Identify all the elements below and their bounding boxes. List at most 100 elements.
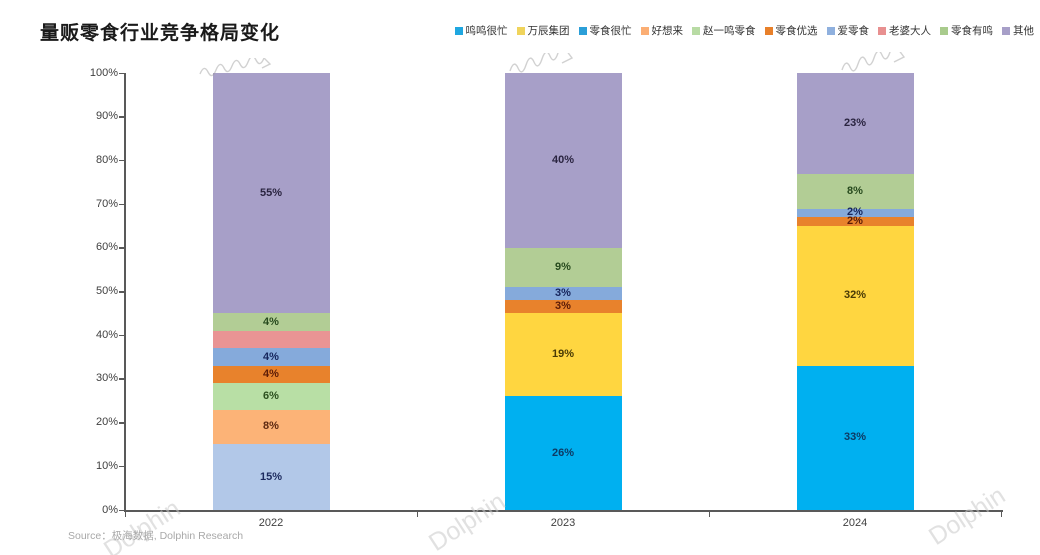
stacked-bar-2024: 33% 32% 2% 2% 8% 23%: [796, 73, 914, 510]
y-tick-mark: [119, 334, 124, 337]
legend-swatch-icon: [940, 26, 948, 35]
x-tick-label: 2024: [842, 517, 868, 529]
y-tick-mark: [119, 509, 124, 511]
data-label: 32%: [843, 289, 867, 302]
bar-segment: 2%: [796, 215, 914, 228]
legend-swatch-icon: [764, 26, 773, 35]
bar-segment: [212, 330, 330, 349]
x-tick-mark: [1000, 512, 1002, 517]
legend-label: 万辰集团: [527, 25, 570, 37]
legend-swatch-icon: [578, 26, 587, 35]
y-tick-mark: [119, 378, 124, 380]
chart-title: 量贩零食行业竞争格局变化: [40, 23, 281, 44]
legend-item: 零食优选: [764, 23, 818, 38]
data-label: 3%: [555, 287, 571, 300]
bar-segment: 8%: [212, 409, 330, 445]
y-tick-label: 20%: [95, 416, 118, 429]
y-tick-label: 60%: [95, 241, 118, 254]
stacked-bar-2023: 26% 19% 3% 3% 9% 40%: [504, 73, 622, 510]
data-label: 2%: [847, 206, 863, 219]
bar-segment: 23%: [796, 73, 914, 174]
legend-item: 零食有鸣: [940, 23, 993, 38]
bar-segment: 15%: [212, 444, 330, 510]
legend-swatch-icon: [454, 26, 463, 35]
x-tick-mark: [124, 512, 126, 517]
bar-segment: 4%: [212, 313, 330, 331]
data-label: 23%: [843, 116, 867, 129]
legend-swatch-icon: [826, 26, 835, 35]
data-label: 8%: [263, 420, 279, 433]
bar-segment: 33%: [796, 365, 914, 510]
y-tick-label: 80%: [95, 153, 118, 166]
bar-segment: 32%: [796, 225, 914, 366]
y-tick-mark: [119, 291, 124, 293]
legend-label: 零食很忙: [589, 25, 632, 37]
legend-label: 鸣鸣很忙: [465, 25, 508, 37]
bar-segment: 55%: [212, 73, 330, 314]
data-label: 33%: [843, 431, 867, 444]
data-label: 2%: [847, 215, 863, 228]
legend-item: 零食很忙: [578, 23, 632, 38]
stacked-bar-2022: 15% 8% 6% 4% 4% 4% 55%: [212, 73, 330, 510]
legend-label: 老婆大人: [889, 25, 931, 37]
y-tick-label: 100%: [89, 66, 118, 79]
legend-swatch-icon: [878, 26, 886, 35]
x-tick-label: 2023: [550, 517, 576, 529]
bar-segment: 40%: [504, 73, 622, 248]
data-label: 3%: [555, 300, 571, 313]
chart-legend: 鸣鸣很忙 万辰集团 零食很忙 好想来 赵一鸣零食 零食优选 爱零食 老婆大人 零食有鸣 其他: [454, 23, 1034, 38]
bar-segment: 26%: [504, 396, 622, 510]
data-label: 4%: [263, 368, 279, 381]
data-label: 6%: [263, 389, 279, 402]
legend-item: 爱零食: [826, 23, 870, 38]
y-tick-mark: [119, 203, 124, 206]
data-label: 4%: [263, 315, 279, 328]
bar-segment: 9%: [504, 247, 622, 288]
y-tick-mark: [119, 465, 124, 468]
data-label: 19%: [551, 348, 575, 361]
legend-item: 赵一鸣零食: [692, 23, 756, 38]
data-label: 15%: [259, 470, 283, 483]
y-tick-label: 70%: [95, 197, 118, 210]
y-tick-label: 30%: [95, 372, 118, 385]
x-tick-label: 2022: [258, 517, 284, 529]
plot-area: 15% 8% 6% 4% 4% 4% 55% 26% 19% 3% 3% 9% 40% 33% 32% 2% 2…: [125, 73, 1001, 510]
data-label: 40%: [551, 153, 575, 166]
y-tick-mark: [119, 116, 124, 118]
legend-swatch-icon: [640, 26, 649, 35]
legend-item: 好想来: [640, 23, 684, 38]
bar-segment: 8%: [796, 173, 914, 209]
bar-segment: 6%: [212, 383, 330, 410]
bar-segment: 19%: [504, 313, 622, 397]
y-tick-mark: [119, 72, 124, 74]
data-label: 55%: [259, 186, 283, 199]
legend-item: 万辰集团: [516, 23, 570, 38]
bar-segment: 4%: [212, 348, 330, 366]
legend-item: 鸣鸣很忙: [454, 23, 508, 38]
legend-label: 零食优选: [775, 25, 818, 37]
data-label: 8%: [847, 184, 863, 197]
legend-swatch-icon: [516, 26, 525, 35]
y-tick-label: 40%: [95, 328, 118, 341]
data-label: 26%: [551, 446, 575, 459]
legend-label: 好想来: [651, 25, 684, 37]
bar-segment: 2%: [796, 206, 914, 219]
legend-swatch-icon: [692, 26, 700, 35]
legend-label: 爱零食: [837, 25, 870, 37]
y-axis-line: [124, 73, 126, 512]
x-tick-mark: [708, 512, 710, 517]
x-tick-mark: [416, 512, 418, 517]
x-axis-line: [124, 510, 1003, 512]
data-label: 4%: [263, 350, 279, 363]
legend-label: 赵一鸣零食: [703, 25, 756, 37]
y-tick-mark: [119, 247, 124, 249]
bar-segment: 3%: [504, 300, 622, 314]
legend-item: 其他: [1002, 23, 1034, 38]
y-tick-mark: [119, 422, 124, 424]
legend-label: 零食有鸣: [951, 25, 993, 37]
y-tick-label: 50%: [95, 285, 118, 297]
y-tick-mark: [119, 159, 124, 162]
y-tick-label: 90%: [95, 110, 118, 123]
y-tick-label: 0%: [102, 503, 118, 516]
